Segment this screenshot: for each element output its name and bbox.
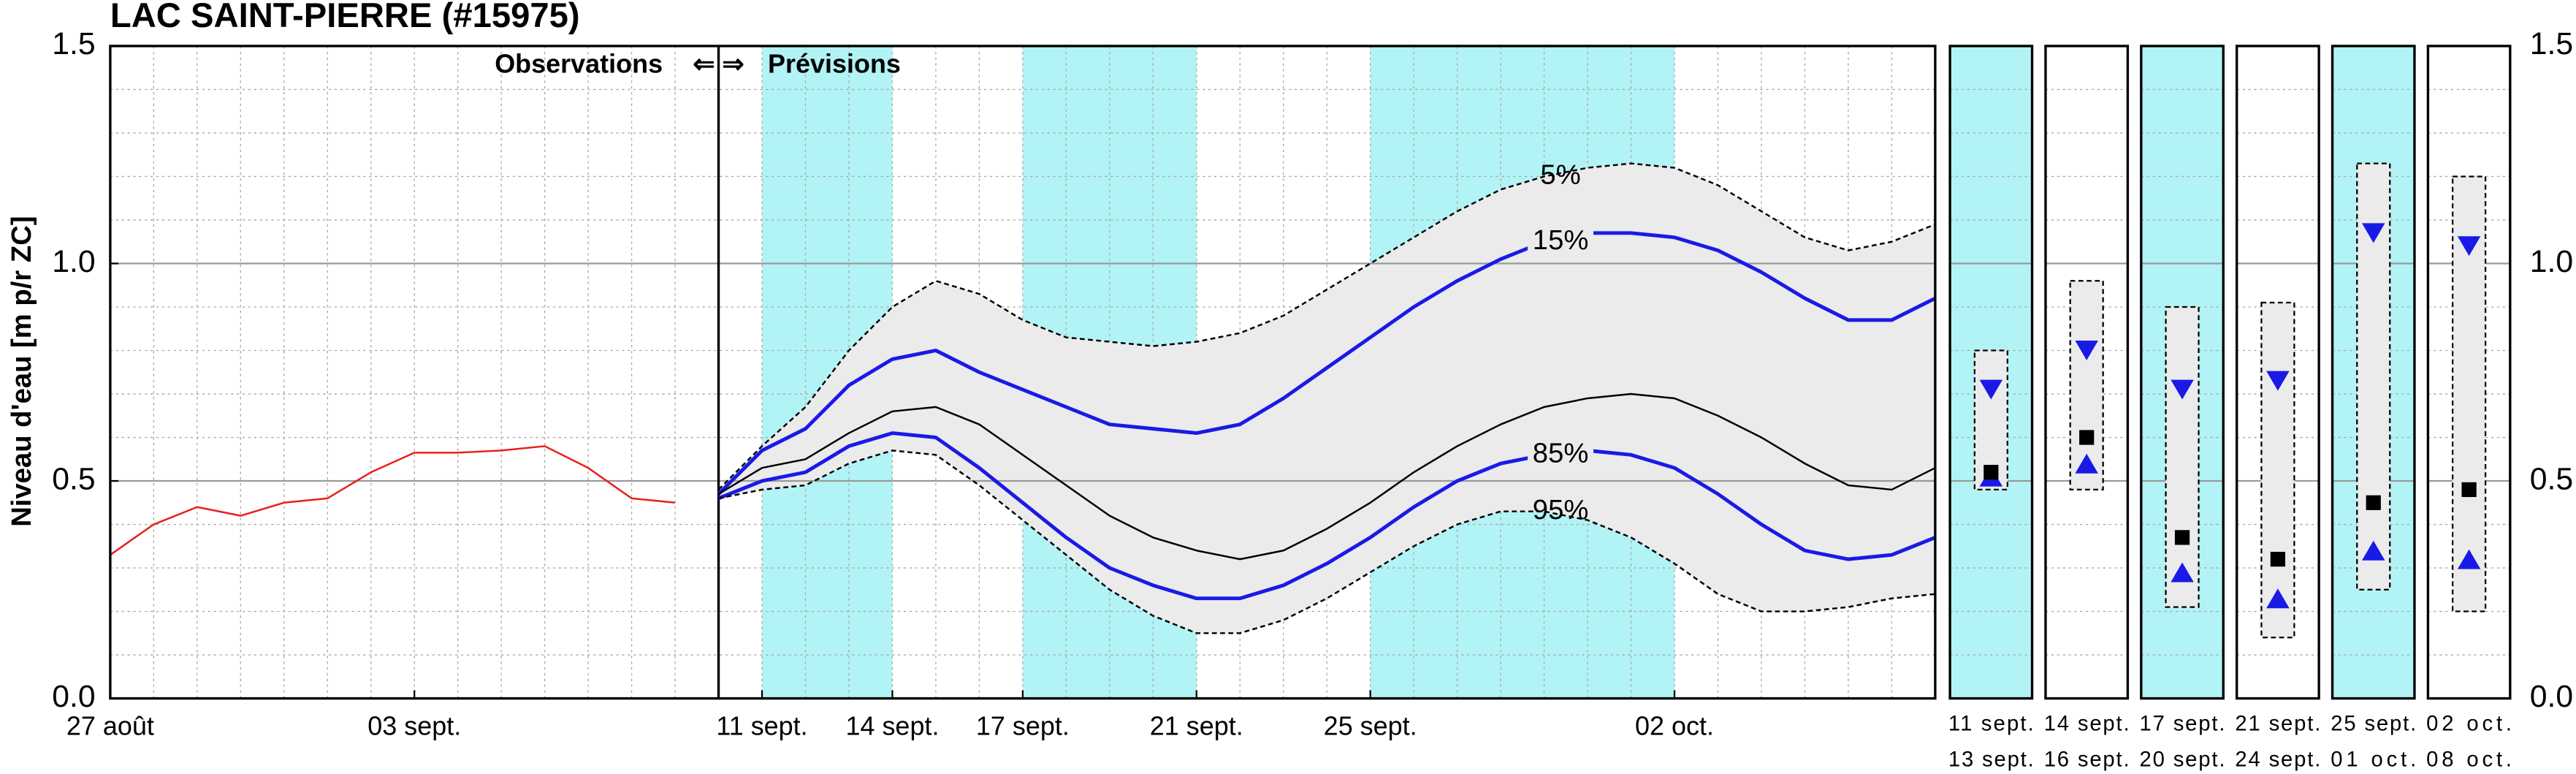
label-background: [1528, 440, 1594, 470]
series-line: [110, 445, 676, 556]
panel-date-label: 16 sept.: [2044, 748, 2130, 772]
arrows-label: ⇐ ⇒: [693, 48, 744, 78]
panel-frame: [2235, 45, 2320, 700]
median-marker: [1984, 465, 1999, 480]
weekly-panel: 25 sept. 01 oct.: [2331, 45, 2416, 772]
q15-marker: [2457, 236, 2481, 257]
label-background: [1528, 227, 1594, 257]
y-tick-label-right: 1.0: [2530, 244, 2573, 279]
q85-marker: [2362, 540, 2385, 561]
panel-frame: [2331, 45, 2416, 700]
weekly-panel: 14 sept. 16 sept.: [2044, 45, 2130, 772]
q85-marker: [2171, 562, 2194, 583]
x-tick-label: 11 sept.: [716, 711, 807, 741]
panel-date-label: 11 sept.: [1948, 712, 2034, 735]
panel-date-label: 17 sept.: [2140, 712, 2225, 735]
y-axis-label: Niveau d'eau [m p/r ZC]: [6, 216, 37, 526]
series-label: 15%: [1533, 224, 1589, 256]
panel-date-label: 01 oct.: [2331, 748, 2416, 772]
range-box: [2165, 306, 2200, 608]
panel-date-label: 13 sept.: [1948, 748, 2034, 772]
series-line: [717, 162, 1936, 490]
panel-frame: [2140, 45, 2225, 700]
weekly-panel: 17 sept. 20 sept.: [2140, 45, 2225, 772]
panel-date-label: 24 sept.: [2235, 748, 2320, 772]
q85-marker: [2457, 549, 2481, 569]
weekly-panel: 21 sept. 24 sept.: [2235, 45, 2320, 772]
x-tick-label: 17 sept.: [976, 711, 1070, 741]
median-marker: [2079, 430, 2095, 445]
weekly-panel: 02 oct. 08 oct.: [2426, 45, 2512, 772]
y-tick-label-right: 0.0: [2530, 679, 2573, 714]
q85-marker: [2266, 588, 2290, 609]
x-tick-label: 21 sept.: [1150, 711, 1243, 741]
panel-date-label: 02 oct.: [2426, 712, 2512, 735]
q15-marker: [2075, 341, 2098, 361]
median-marker: [2366, 495, 2381, 510]
x-tick-label: 25 sept.: [1324, 711, 1417, 741]
series-label: 5%: [1540, 159, 1580, 191]
x-tick-label: 14 sept.: [845, 711, 939, 741]
y-tick-label: 1.5: [52, 26, 95, 61]
q15-marker: [2266, 371, 2290, 391]
y-tick-label: 0.0: [52, 679, 95, 714]
confidence-band: [718, 163, 1935, 634]
y-tick-label-right: 0.5: [2530, 461, 2573, 496]
median-marker: [2270, 552, 2286, 567]
q15-marker: [2171, 379, 2194, 400]
median-marker: [2174, 530, 2190, 545]
x-tick-label: 02 oct.: [1635, 711, 1714, 741]
x-tick-label: 27 août: [66, 711, 154, 741]
panel-date-label: 25 sept.: [2331, 712, 2416, 735]
y-tick-label: 1.0: [52, 244, 95, 279]
y-tick-label: 0.5: [52, 461, 95, 496]
q15-marker: [2362, 223, 2385, 243]
x-tick-label: 03 sept.: [367, 711, 461, 741]
weekly-panel: 11 sept. 13 sept.: [1948, 45, 2034, 772]
y-tick-label-right: 1.5: [2530, 26, 2573, 61]
panel-frame: [2044, 45, 2130, 700]
panel-date-label: 20 sept.: [2140, 748, 2225, 772]
panel-date-label: 21 sept.: [2235, 712, 2320, 735]
series-line: [717, 392, 1936, 561]
panel-date-label: 08 oct.: [2426, 748, 2512, 772]
series-label: 85%: [1533, 437, 1589, 468]
q15-marker: [1979, 379, 2003, 400]
forecast-label: Prévisions: [768, 48, 901, 78]
panel-frame: [2426, 45, 2512, 700]
series-line: [718, 449, 1935, 634]
series-line: [717, 431, 1936, 601]
panel-frame: [1948, 45, 2034, 700]
range-box: [2260, 301, 2295, 639]
q85-marker: [2075, 453, 2098, 474]
plot-frame: [109, 45, 1937, 700]
panel-date-label: 14 sept.: [2044, 712, 2130, 735]
chart-title: LAC SAINT-PIERRE (#15975): [110, 0, 580, 35]
series-line: [717, 231, 1936, 496]
median-marker: [2461, 482, 2477, 498]
observations-label: Observations: [495, 48, 663, 78]
series-label: 95%: [1533, 494, 1589, 526]
